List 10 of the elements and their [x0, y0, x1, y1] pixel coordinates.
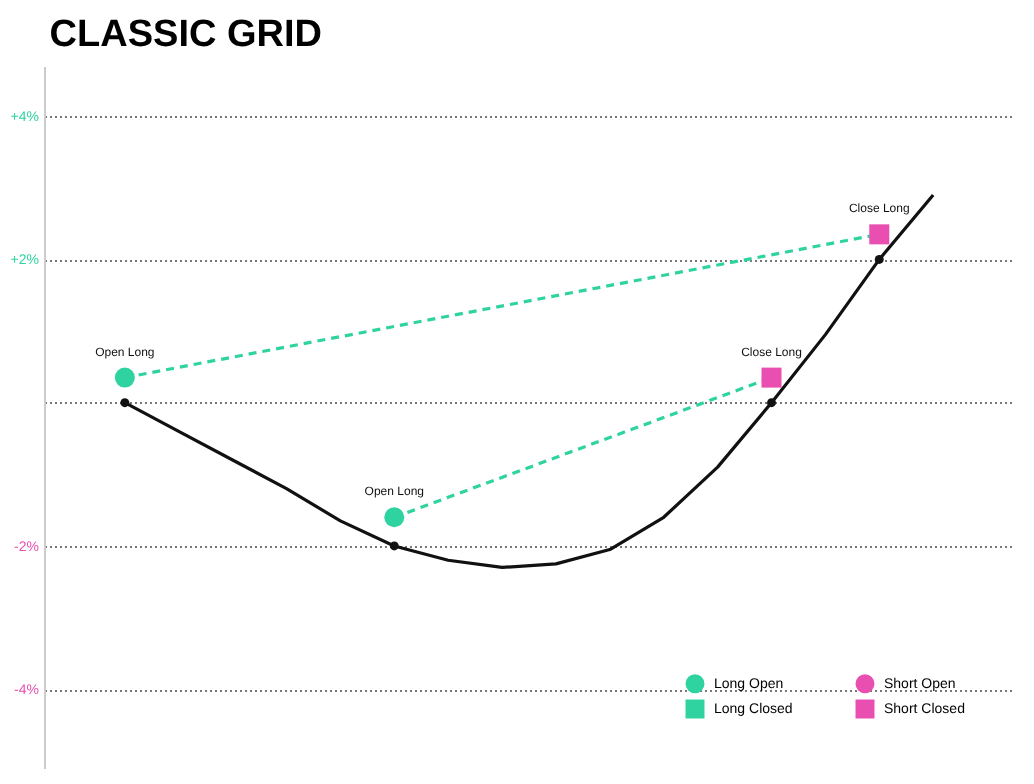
point — [874, 254, 884, 264]
point — [767, 398, 776, 408]
point — [869, 224, 890, 245]
point — [114, 367, 135, 388]
chart-title: CLASSIC GRID — [49, 14, 322, 56]
line-series — [123, 193, 935, 570]
point — [120, 398, 130, 408]
point — [389, 541, 399, 551]
point — [384, 507, 405, 528]
point — [761, 367, 782, 388]
